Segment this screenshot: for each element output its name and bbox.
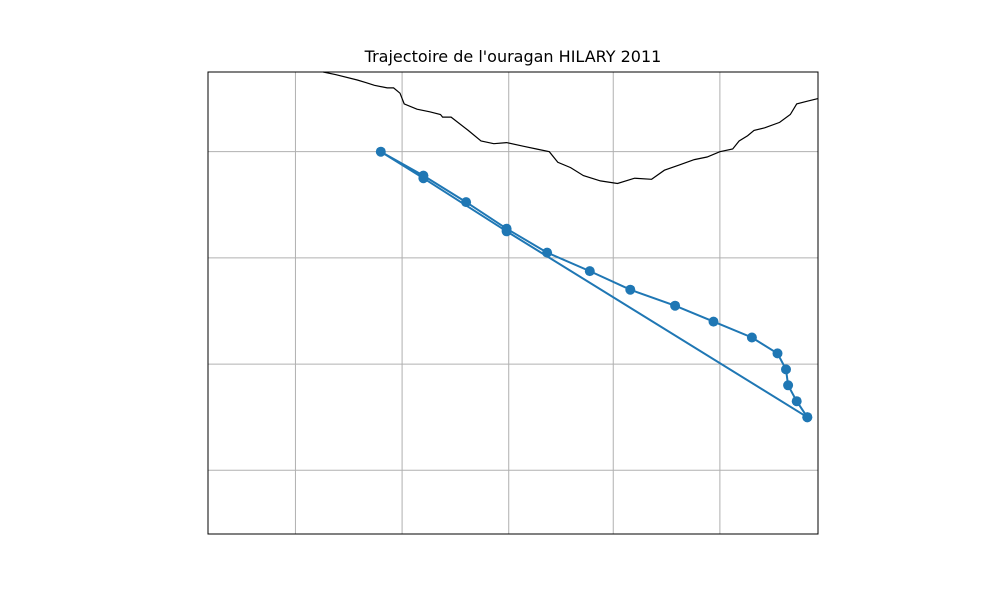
track-point — [584, 266, 595, 277]
track-point — [791, 396, 802, 407]
track-point — [670, 300, 681, 311]
track-point — [802, 412, 813, 423]
track-point — [783, 380, 794, 391]
track-line — [380, 150, 809, 419]
track-point — [375, 146, 386, 157]
gridlines — [208, 72, 818, 534]
coastline-path — [323, 71, 819, 185]
map-frame — [207, 71, 819, 535]
track-point — [746, 332, 757, 343]
track-point — [501, 226, 512, 237]
track-point — [625, 284, 636, 295]
track-point — [772, 348, 783, 359]
track-point — [418, 173, 429, 184]
track-point — [781, 364, 791, 375]
hurricane-track — [375, 146, 813, 423]
track-point — [708, 316, 719, 327]
map-title: Trajectoire de l'ouragan HILARY 2011 — [364, 47, 662, 66]
track-point — [461, 197, 472, 208]
coastline — [323, 71, 819, 185]
track-point — [542, 247, 553, 258]
